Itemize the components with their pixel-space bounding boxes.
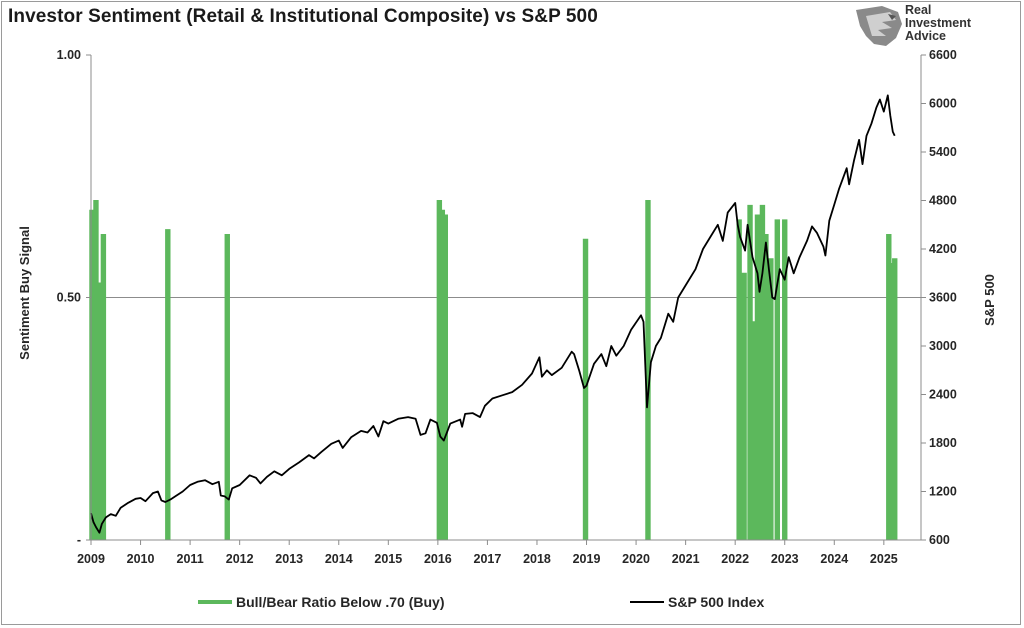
right-tick-label: 6600 — [929, 48, 957, 62]
right-tick-label: 1200 — [929, 485, 957, 499]
buy-signal-spike — [442, 214, 448, 541]
right-tick-label: 6000 — [929, 97, 957, 111]
buy-signal-spike — [224, 233, 230, 541]
x-tick-label: 2009 — [77, 552, 105, 566]
left-tick-label: 1.00 — [57, 48, 81, 62]
x-tick-label: 2010 — [127, 552, 155, 566]
x-tick-label: 2017 — [474, 552, 502, 566]
eagle-logo-icon — [856, 6, 902, 46]
legend-label-sp500: S&P 500 Index — [668, 594, 765, 610]
y-axis-left-label: Sentiment Buy Signal — [17, 226, 32, 360]
x-tick-label: 2024 — [820, 552, 848, 566]
legend-swatch-black — [630, 601, 664, 603]
right-tick-label: 3000 — [929, 339, 957, 353]
x-tick-label: 2011 — [177, 552, 204, 566]
left-tick-label: - — [77, 533, 81, 547]
logo-line-2: Investment — [905, 16, 971, 30]
legend-swatch-green — [198, 600, 232, 604]
buy-signal-spike — [754, 214, 761, 541]
right-tick-label: 600 — [929, 533, 950, 547]
right-axis-ticks: 6600 6000 5400 4800 4200 3600 3000 2400 1800 1200… — [921, 48, 957, 547]
right-tick-label: 5400 — [929, 145, 957, 159]
x-tick-label: 2013 — [275, 552, 303, 566]
logo-mark — [856, 6, 902, 46]
x-tick-label: 2014 — [325, 552, 353, 566]
x-tick-label: 2023 — [771, 552, 799, 566]
buy-signal-spike — [774, 219, 780, 541]
buy-signal-spike — [582, 238, 589, 541]
chart-title: Investor Sentiment (Retail & Institution… — [8, 6, 598, 27]
sp500-line — [90, 94, 896, 534]
x-tick-label: 2019 — [573, 552, 601, 566]
sp500-series — [90, 94, 896, 534]
buy-signal-series — [89, 200, 898, 541]
legend-item-sp500: S&P 500 Index — [630, 594, 764, 610]
x-tick-label: 2025 — [870, 552, 898, 566]
buy-signal-spike — [100, 233, 107, 541]
y-axis-right-label: S&P 500 — [982, 274, 997, 326]
x-tick-label: 2021 — [672, 552, 700, 566]
logo-line-3: Advice — [905, 29, 946, 43]
right-tick-label: 1800 — [929, 436, 957, 450]
legend-item-buy-signal: Bull/Bear Ratio Below .70 (Buy) — [198, 594, 444, 610]
x-tick-label: 2020 — [622, 552, 650, 566]
left-axis-ticks: 1.00 0.50 - — [57, 48, 91, 547]
x-tick-label: 2022 — [721, 552, 749, 566]
logo-text: Real Investment Advice — [905, 4, 971, 43]
buy-signal-spike — [736, 219, 742, 541]
logo-line-1: Real — [905, 3, 932, 17]
x-tick-label: 2015 — [374, 552, 402, 566]
buy-signal-spike — [165, 229, 171, 541]
buy-signal-spike — [768, 258, 774, 541]
right-tick-label: 3600 — [929, 291, 957, 305]
right-tick-label: 2400 — [929, 388, 957, 402]
right-tick-label: 4200 — [929, 242, 957, 256]
left-tick-label: 0.50 — [57, 291, 81, 305]
legend-label-buy-signal: Bull/Bear Ratio Below .70 (Buy) — [236, 594, 445, 610]
buy-signal-spike — [892, 258, 898, 541]
x-tick-label: 2018 — [523, 552, 551, 566]
x-tick-label: 2012 — [226, 552, 254, 566]
x-axis-ticks: 2009 2010 2011 2012 2013 2014 2015 2016 2017 2018… — [77, 540, 898, 566]
right-tick-label: 4800 — [929, 194, 957, 208]
buy-signal-spike — [741, 272, 747, 541]
buy-signal-spike — [763, 233, 769, 541]
x-tick-label: 2016 — [424, 552, 452, 566]
